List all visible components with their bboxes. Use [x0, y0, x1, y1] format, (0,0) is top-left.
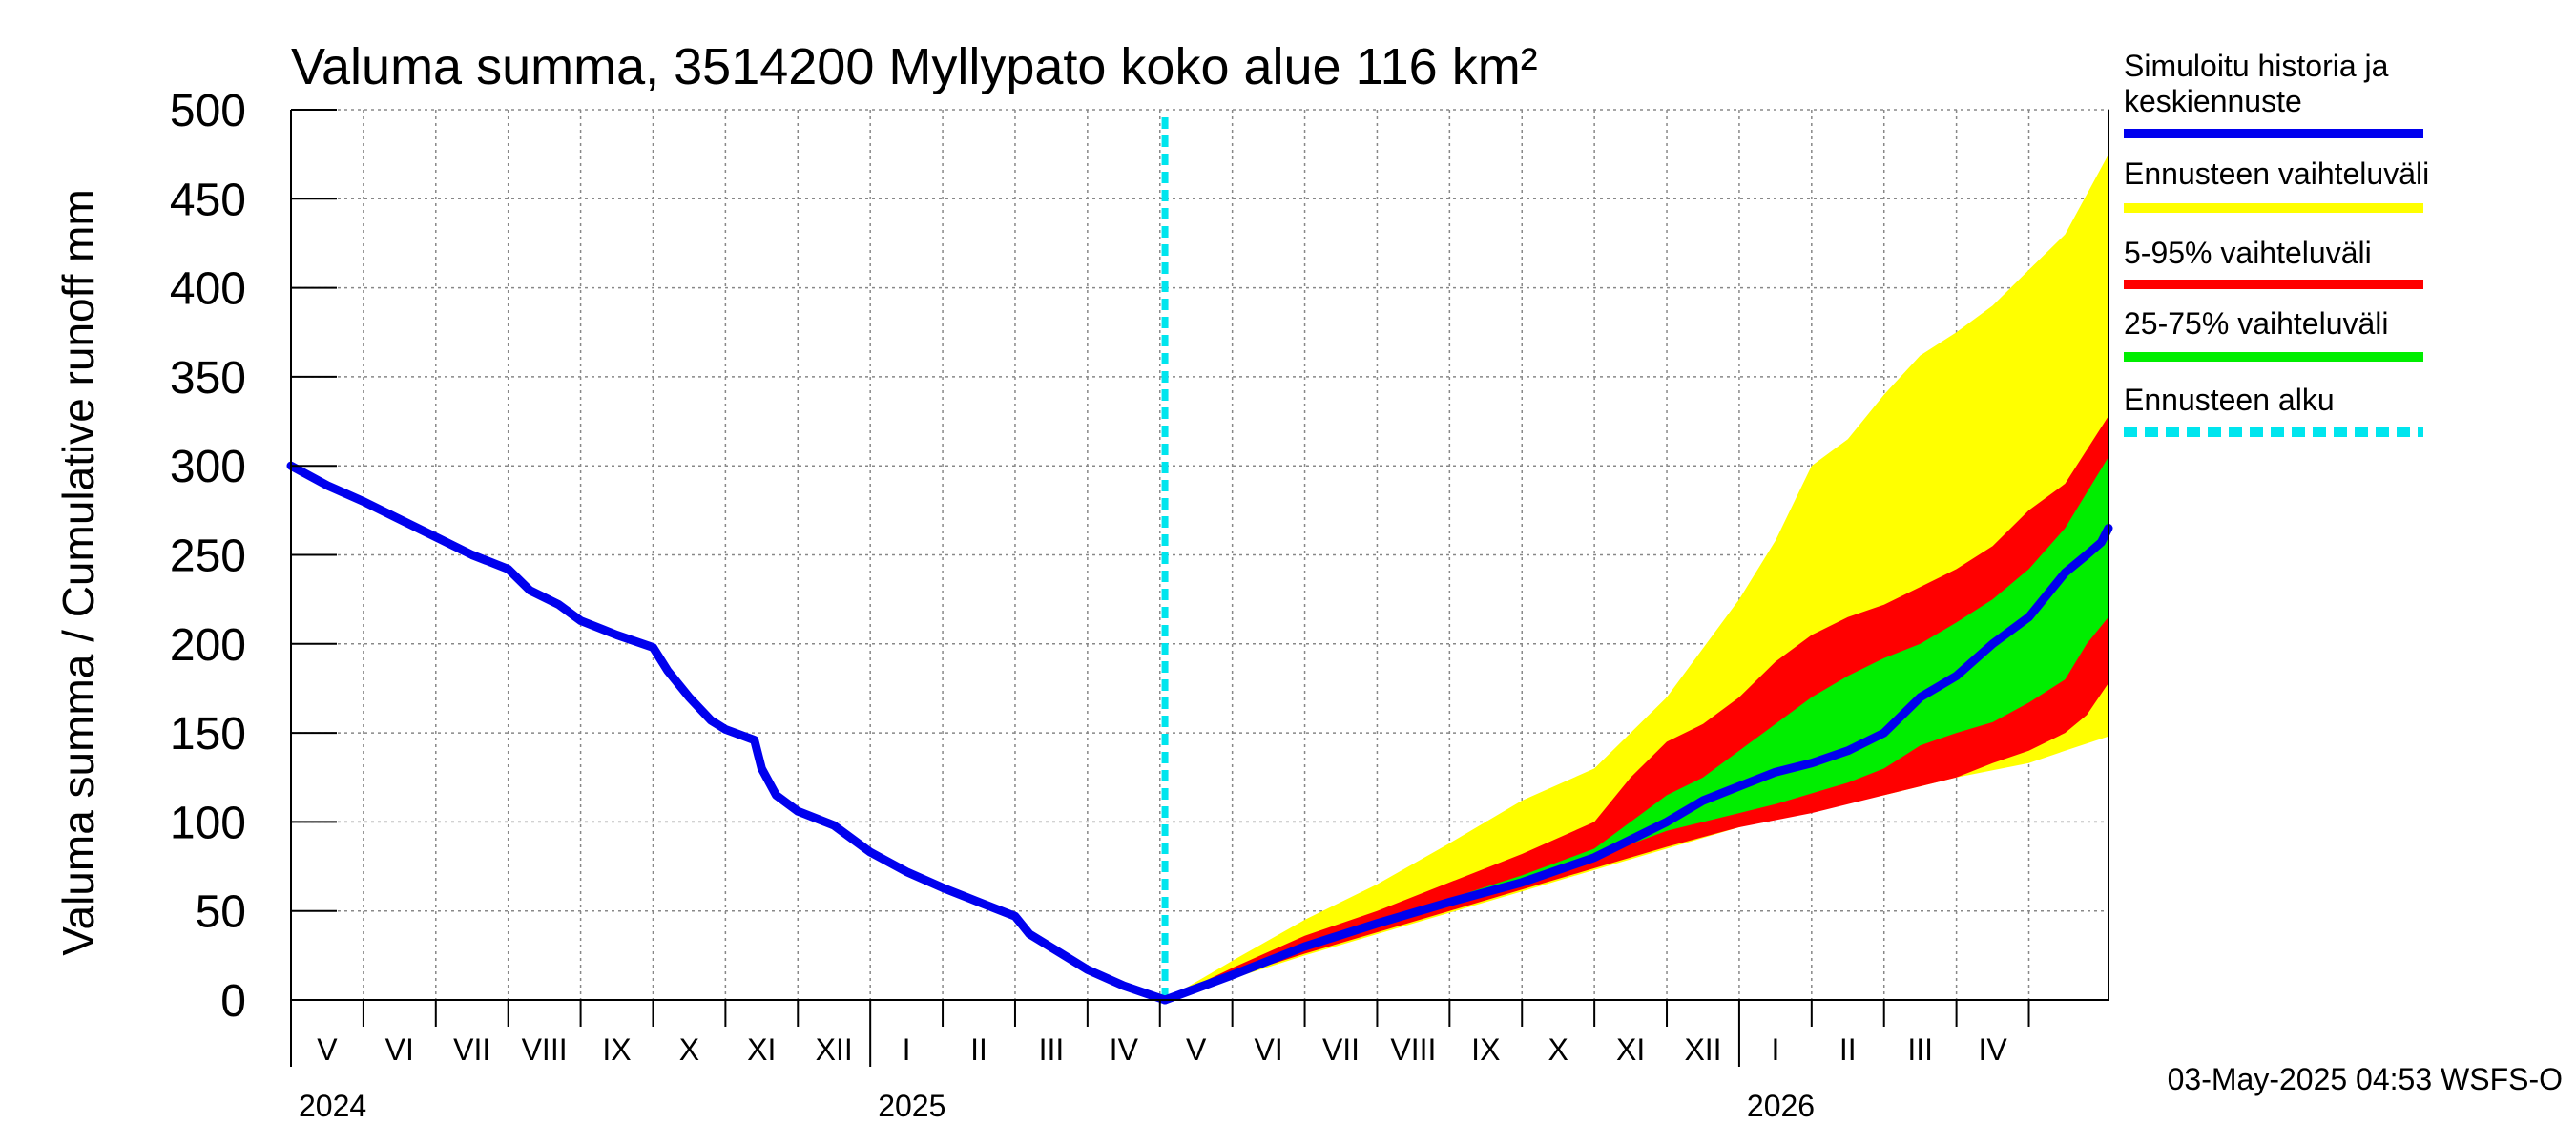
month-label: XI — [1616, 1032, 1645, 1067]
y-tick-label: 200 — [170, 620, 246, 671]
legend-label: Ennusteen alku — [2124, 383, 2335, 417]
history-line — [286, 461, 1170, 1005]
legend-label: Simuloitu historia ja — [2124, 49, 2389, 83]
forecast-bands — [1165, 154, 2109, 1000]
y-tick-label: 50 — [196, 887, 246, 938]
x-axis: V VI VII VIII IX X XI XII I II III IV V VI VII VIII IX X X… — [290, 1000, 2030, 1123]
year-label: 2026 — [1747, 1089, 1815, 1123]
month-label: VIII — [522, 1032, 568, 1067]
legend-label: Ennusteen vaihteluväli — [2124, 156, 2429, 191]
y-tick-label: 100 — [170, 798, 246, 848]
y-tick-label: 400 — [170, 264, 246, 315]
month-label: VI — [1254, 1032, 1282, 1067]
month-label: XII — [1684, 1032, 1721, 1067]
month-label: VI — [385, 1032, 414, 1067]
month-label: V — [1186, 1032, 1207, 1067]
month-label: I — [1771, 1032, 1779, 1067]
y-tick-label: 0 — [220, 976, 246, 1027]
month-label: VII — [1322, 1032, 1360, 1067]
y-ticks: 0 50 100 150 200 250 300 350 400 450 500 — [170, 86, 337, 1027]
band-25-75 — [1165, 456, 2109, 1000]
year-label: 2025 — [878, 1089, 945, 1123]
month-label: IX — [1471, 1032, 1500, 1067]
y-tick-label: 150 — [170, 709, 246, 760]
y-axis-label: Valuma summa / Cumulative runoff mm — [53, 189, 103, 956]
year-label: 2024 — [299, 1089, 366, 1123]
month-label: V — [317, 1032, 338, 1067]
month-label: IX — [602, 1032, 631, 1067]
y-tick-label: 250 — [170, 531, 246, 582]
month-label: I — [903, 1032, 911, 1067]
month-label: XII — [816, 1032, 853, 1067]
y-tick-label: 500 — [170, 86, 246, 136]
month-label: X — [1548, 1032, 1568, 1067]
month-label: X — [679, 1032, 699, 1067]
y-tick-label: 450 — [170, 175, 246, 225]
y-tick-label: 300 — [170, 442, 246, 492]
median-forecast-line — [1160, 524, 2113, 1005]
month-label: VIII — [1390, 1032, 1436, 1067]
legend-label: 5-95% vaihteluväli — [2124, 236, 2372, 270]
month-label: II — [1839, 1032, 1857, 1067]
legend-label: keskiennuste — [2124, 84, 2302, 118]
month-label: IV — [1110, 1032, 1139, 1067]
month-label: XI — [747, 1032, 776, 1067]
series-lines — [286, 117, 2113, 1005]
legend-label: 25-75% vaihteluväli — [2124, 306, 2389, 341]
month-label: VII — [453, 1032, 490, 1067]
month-label: III — [1907, 1032, 1933, 1067]
timestamp: 03-May-2025 04:53 WSFS-O — [2168, 1062, 2563, 1096]
month-label: IV — [1978, 1032, 2007, 1067]
month-label: II — [970, 1032, 987, 1067]
month-label: III — [1039, 1032, 1065, 1067]
chart-title: Valuma summa, 3514200 Myllypato koko alu… — [291, 38, 1538, 95]
y-tick-label: 350 — [170, 353, 246, 404]
